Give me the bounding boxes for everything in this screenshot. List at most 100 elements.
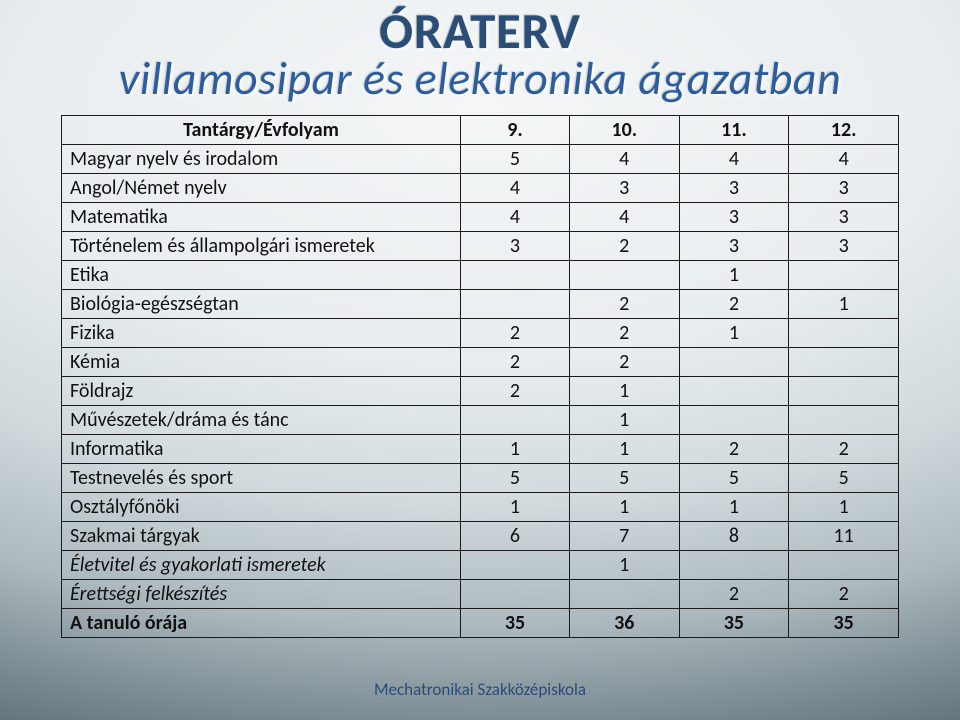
value-cell: 3 — [789, 173, 899, 202]
value-cell: 3 — [679, 231, 789, 260]
title-sub: villamosipar és elektronika ágazatban — [0, 55, 960, 103]
value-cell — [789, 376, 899, 405]
value-cell: 4 — [461, 173, 570, 202]
value-cell: 4 — [569, 144, 679, 173]
subject-cell: Fizika — [62, 318, 461, 347]
value-cell: 2 — [569, 318, 679, 347]
subject-cell: Érettségi felkészítés — [62, 579, 461, 608]
col-header-12: 12. — [789, 115, 899, 144]
table-row: Kémia22 — [62, 347, 899, 376]
value-cell: 2 — [679, 434, 789, 463]
subject-cell: Biológia-egészségtan — [62, 289, 461, 318]
value-cell: 4 — [569, 202, 679, 231]
table-row: Angol/Német nyelv4333 — [62, 173, 899, 202]
table-row: Matematika4433 — [62, 202, 899, 231]
value-cell: 2 — [789, 579, 899, 608]
footer-text: Mechatronikai Szakközépiskola — [0, 679, 960, 700]
value-cell — [461, 289, 570, 318]
value-cell: 1 — [461, 434, 570, 463]
value-cell: 5 — [679, 463, 789, 492]
table-row: Osztályfőnöki1111 — [62, 492, 899, 521]
value-cell: 35 — [679, 608, 789, 637]
value-cell: 5 — [461, 463, 570, 492]
col-header-11: 11. — [679, 115, 789, 144]
value-cell: 2 — [461, 318, 570, 347]
subject-cell: Matematika — [62, 202, 461, 231]
subject-cell: Informatika — [62, 434, 461, 463]
value-cell — [461, 405, 570, 434]
value-cell — [569, 579, 679, 608]
col-header-10: 10. — [569, 115, 679, 144]
value-cell: 1 — [679, 318, 789, 347]
subject-cell: Szakmai tárgyak — [62, 521, 461, 550]
value-cell: 36 — [569, 608, 679, 637]
subject-cell: Történelem és állampolgári ismeretek — [62, 231, 461, 260]
value-cell — [461, 260, 570, 289]
table-row: Művészetek/dráma és tánc 1 — [62, 405, 899, 434]
col-header-subject: Tantárgy/Évfolyam — [62, 115, 461, 144]
value-cell: 2 — [569, 347, 679, 376]
timetable: Tantárgy/Évfolyam 9. 10. 11. 12. Magyar … — [61, 115, 899, 638]
table-row: Földrajz21 — [62, 376, 899, 405]
value-cell: 2 — [679, 579, 789, 608]
col-header-9: 9. — [461, 115, 570, 144]
value-cell: 2 — [461, 376, 570, 405]
value-cell — [789, 405, 899, 434]
value-cell: 5 — [569, 463, 679, 492]
value-cell — [789, 260, 899, 289]
value-cell: 1 — [789, 492, 899, 521]
title-block: ÓRATERV villamosipar és elektronika ágaz… — [0, 0, 960, 103]
value-cell: 1 — [679, 260, 789, 289]
value-cell: 3 — [679, 202, 789, 231]
value-cell: 1 — [679, 492, 789, 521]
value-cell: 3 — [789, 202, 899, 231]
value-cell — [569, 260, 679, 289]
value-cell: 11 — [789, 521, 899, 550]
table-row: Fizika221 — [62, 318, 899, 347]
value-cell — [679, 376, 789, 405]
value-cell — [789, 347, 899, 376]
table-row: Biológia-egészségtan221 — [62, 289, 899, 318]
table-row: Szakmai tárgyak67811 — [62, 521, 899, 550]
value-cell: 4 — [461, 202, 570, 231]
value-cell: 1 — [569, 405, 679, 434]
value-cell: 1 — [569, 434, 679, 463]
table-row: Etika1 — [62, 260, 899, 289]
subject-cell: Testnevelés és sport — [62, 463, 461, 492]
value-cell: 8 — [679, 521, 789, 550]
value-cell: 4 — [679, 144, 789, 173]
value-cell: 2 — [569, 231, 679, 260]
value-cell: 1 — [569, 492, 679, 521]
subject-cell: Angol/Német nyelv — [62, 173, 461, 202]
value-cell: 2 — [461, 347, 570, 376]
value-cell: 5 — [789, 463, 899, 492]
value-cell — [679, 347, 789, 376]
subject-cell: Kémia — [62, 347, 461, 376]
value-cell: 3 — [789, 231, 899, 260]
value-cell: 4 — [789, 144, 899, 173]
table-row: Életvitel és gyakorlati ismeretek1 — [62, 550, 899, 579]
value-cell — [679, 405, 789, 434]
table-row: Testnevelés és sport5555 — [62, 463, 899, 492]
table-row: Magyar nyelv és irodalom5444 — [62, 144, 899, 173]
value-cell: 3 — [679, 173, 789, 202]
subject-cell: Földrajz — [62, 376, 461, 405]
value-cell — [461, 579, 570, 608]
value-cell: 3 — [569, 173, 679, 202]
value-cell: 1 — [569, 550, 679, 579]
value-cell: 1 — [789, 289, 899, 318]
subject-cell: Osztályfőnöki — [62, 492, 461, 521]
value-cell — [461, 550, 570, 579]
value-cell: 2 — [789, 434, 899, 463]
table-header-row: Tantárgy/Évfolyam 9. 10. 11. 12. — [62, 115, 899, 144]
value-cell: 7 — [569, 521, 679, 550]
subject-cell: Magyar nyelv és irodalom — [62, 144, 461, 173]
value-cell — [679, 550, 789, 579]
value-cell — [789, 550, 899, 579]
value-cell: 6 — [461, 521, 570, 550]
subject-cell: Művészetek/dráma és tánc — [62, 405, 461, 434]
table-row: Történelem és állampolgári ismeretek3233 — [62, 231, 899, 260]
value-cell — [789, 318, 899, 347]
table-row: Informatika1122 — [62, 434, 899, 463]
value-cell: 1 — [569, 376, 679, 405]
